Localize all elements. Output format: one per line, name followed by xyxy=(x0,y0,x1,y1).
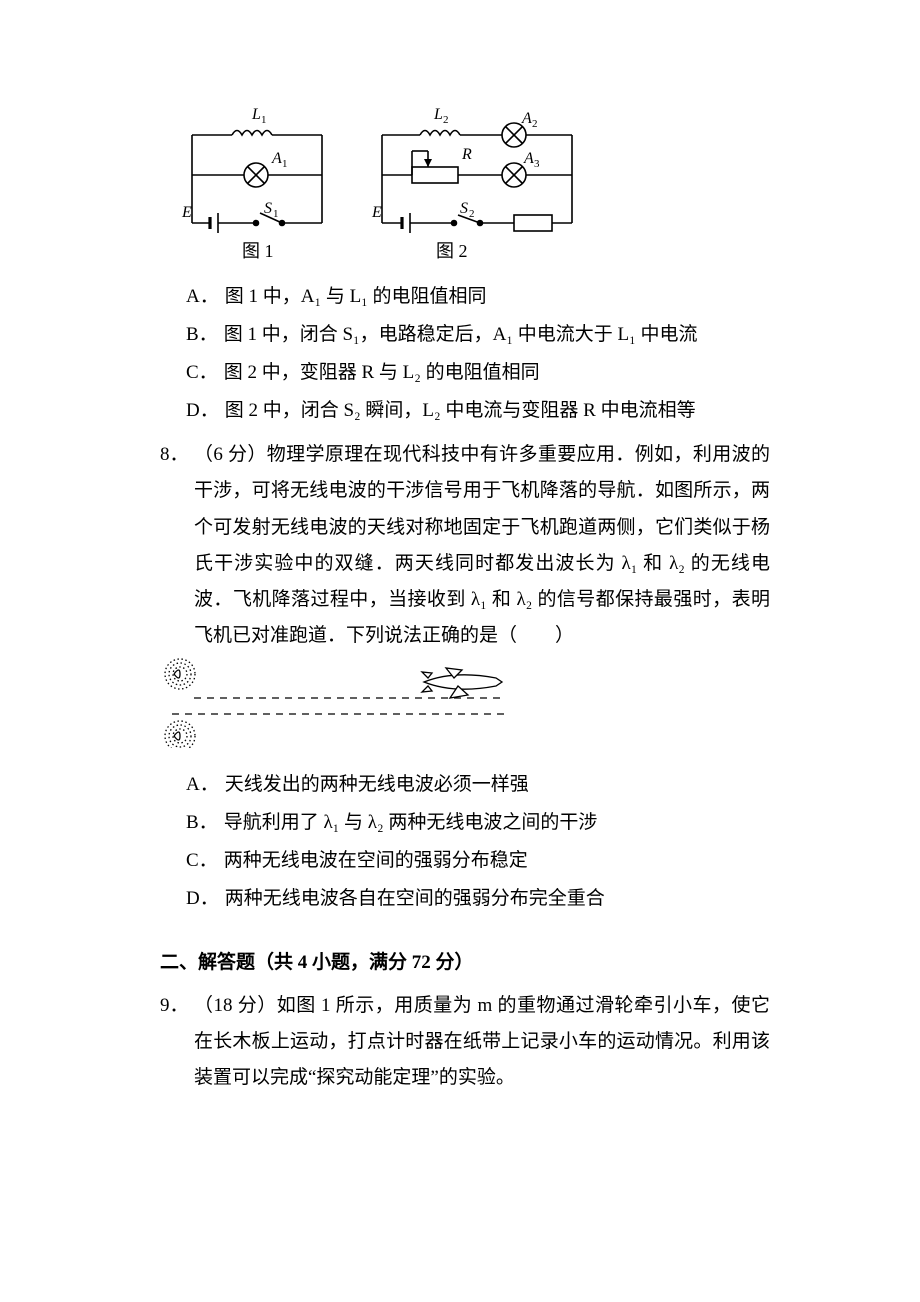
q8-option-C: C． 两种无线电波在空间的强弱分布稳定 xyxy=(186,843,770,879)
q8-option-A: A． 天线发出的两种无线电波必须一样强 xyxy=(186,767,770,803)
q9-body: （18 分）如图 1 所示，用质量为 m 的重物通过滑轮牵引小车，使它在长木板上… xyxy=(194,988,770,1096)
svg-text:1: 1 xyxy=(282,158,288,170)
q8-option-D: D． 两种无线电波各自在空间的强弱分布完全重合 xyxy=(186,881,770,917)
fig2-caption: 图 2 xyxy=(436,241,468,261)
svg-text:2: 2 xyxy=(443,114,449,126)
q7-option-B-text: 图 1 中，闭合 S₁，电路稳定后，A₁ 中电流大于 L₁ 中电流 xyxy=(224,317,698,353)
svg-text:3: 3 xyxy=(534,158,540,170)
q8-options: A． 天线发出的两种无线电波必须一样强 B． 导航利用了 λ₁ 与 λ₂ 两种无… xyxy=(160,767,770,917)
q7-option-A-text: 图 1 中，A₁ 与 L₁ 的电阻值相同 xyxy=(225,279,487,315)
option-label-D: D． xyxy=(186,393,219,429)
q8-stem: 物理学原理在现代科技中有许多重要应用．例如，利用波的干涉，可将无线电波的干涉信号… xyxy=(194,444,770,645)
section-2-title: 二、解答题（共 4 小题，满分 72 分） xyxy=(160,945,770,981)
option-label-B: B． xyxy=(186,317,218,353)
q9: 9． （18 分）如图 1 所示，用质量为 m 的重物通过滑轮牵引小车，使它在长… xyxy=(160,988,770,1096)
circuit-2-svg: L 2 A 2 R A 3 E S 2 图 2 xyxy=(362,105,592,273)
label-S1: S xyxy=(264,200,272,217)
label-R: R xyxy=(461,146,472,163)
q7-option-C: C． 图 2 中，变阻器 R 与 L₂ 的电阻值相同 xyxy=(186,355,770,391)
q9-number: 9． xyxy=(160,988,194,1024)
circuit-1-svg: L 1 A 1 E S 1 图 1 xyxy=(172,105,344,273)
q8-option-B-text: 导航利用了 λ₁ 与 λ₂ 两种无线电波之间的干涉 xyxy=(224,805,598,841)
q8: 8． （6 分）物理学原理在现代科技中有许多重要应用．例如，利用波的干涉，可将无… xyxy=(160,437,770,654)
q8-figure xyxy=(160,656,770,761)
option-label-B: B． xyxy=(186,805,218,841)
q8-body: （6 分）物理学原理在现代科技中有许多重要应用．例如，利用波的干涉，可将无线电波… xyxy=(194,437,770,654)
label-L1: L xyxy=(251,106,261,123)
q7-option-D-text: 图 2 中，闭合 S₂ 瞬间，L₂ 中电流与变阻器 R 中电流相等 xyxy=(225,393,696,429)
q8-option-C-text: 两种无线电波在空间的强弱分布稳定 xyxy=(224,843,528,879)
q7-fig2: L 2 A 2 R A 3 E S 2 图 2 xyxy=(362,105,592,273)
q8-option-D-text: 两种无线电波各自在空间的强弱分布完全重合 xyxy=(225,881,605,917)
label-S2: S xyxy=(460,200,468,217)
label-E2: E xyxy=(371,204,382,221)
q7-option-B: B． 图 1 中，闭合 S₁，电路稳定后，A₁ 中电流大于 L₁ 中电流 xyxy=(186,317,770,353)
svg-text:1: 1 xyxy=(273,208,279,220)
q8-option-B: B． 导航利用了 λ₁ 与 λ₂ 两种无线电波之间的干涉 xyxy=(186,805,770,841)
q7-fig1: L 1 A 1 E S 1 图 1 xyxy=(172,105,344,273)
q7-options: A． 图 1 中，A₁ 与 L₁ 的电阻值相同 B． 图 1 中，闭合 S₁，电… xyxy=(160,279,770,429)
q9-stem: 如图 1 所示，用质量为 m 的重物通过滑轮牵引小车，使它在长木板上运动，打点计… xyxy=(194,995,770,1088)
label-A1: A xyxy=(271,150,282,167)
label-A2: A xyxy=(521,110,532,127)
fig1-caption: 图 1 xyxy=(242,241,274,261)
label-L2: L xyxy=(433,106,443,123)
q7-option-C-text: 图 2 中，变阻器 R 与 L₂ 的电阻值相同 xyxy=(224,355,540,391)
svg-text:2: 2 xyxy=(532,118,538,130)
q8-option-A-text: 天线发出的两种无线电波必须一样强 xyxy=(225,767,529,803)
svg-text:1: 1 xyxy=(261,114,267,126)
label-A3: A xyxy=(523,150,534,167)
q8-points: （6 分） xyxy=(194,444,267,465)
q7-option-D: D． 图 2 中，闭合 S₂ 瞬间，L₂ 中电流与变阻器 R 中电流相等 xyxy=(186,393,770,429)
option-label-C: C． xyxy=(186,355,218,391)
option-label-A: A． xyxy=(186,767,219,803)
plane-svg xyxy=(164,656,524,748)
label-E1: E xyxy=(181,204,192,221)
option-label-A: A． xyxy=(186,279,219,315)
svg-text:2: 2 xyxy=(469,208,475,220)
q7-figures: L 1 A 1 E S 1 图 1 xyxy=(160,105,770,273)
option-label-C: C． xyxy=(186,843,218,879)
option-label-D: D． xyxy=(186,881,219,917)
q7-option-A: A． 图 1 中，A₁ 与 L₁ 的电阻值相同 xyxy=(186,279,770,315)
q9-points: （18 分） xyxy=(194,995,277,1016)
q8-number: 8． xyxy=(160,437,194,473)
